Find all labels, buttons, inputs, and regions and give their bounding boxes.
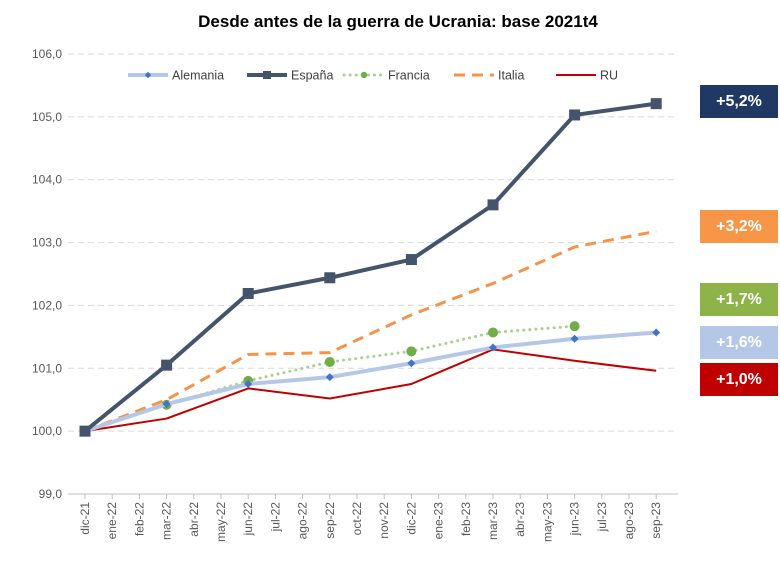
x-tick-label: abr-22	[187, 502, 201, 537]
data-point-españa	[487, 199, 499, 211]
axes: 99,0 100,0 101,0 102,0 103,0 104,0 105,0 106,0 d…	[32, 47, 678, 542]
data-point-españa	[324, 272, 336, 284]
data-point-alemania	[162, 400, 171, 409]
x-tick-label: jun-23	[568, 502, 582, 537]
x-tick-label: jun-22	[241, 502, 255, 537]
change-badge: +1,6%	[700, 326, 778, 359]
data-point-españa	[569, 109, 581, 121]
series-line-alemania	[84, 330, 657, 434]
data-point-francia	[488, 327, 498, 338]
legend: Alemania España Francia Italia RU	[128, 69, 618, 83]
x-tick-label: jul-22	[268, 502, 282, 533]
y-tick-label: 99,0	[39, 487, 63, 501]
gridlines	[68, 53, 678, 432]
series-layer	[79, 98, 662, 437]
legend-label: RU	[600, 69, 618, 83]
x-tick-label: feb-22	[132, 502, 146, 536]
data-point-españa	[79, 425, 91, 437]
series-line-ru	[84, 348, 657, 433]
legend-label: Francia	[388, 69, 430, 83]
y-tick-label: 103,0	[32, 236, 62, 250]
legend-marker	[263, 71, 271, 79]
legend-marker	[360, 71, 368, 79]
data-point-españa	[161, 359, 173, 371]
data-point-españa	[405, 254, 417, 266]
series-line-italia	[84, 229, 657, 433]
x-tick-label: jul-23	[595, 502, 609, 533]
x-tick-label: mar-22	[160, 502, 174, 540]
y-tick-label: 105,0	[32, 110, 62, 124]
data-point-españa	[650, 98, 662, 110]
y-tick-label: 100,0	[32, 424, 62, 438]
x-tick-label: dic-21	[78, 502, 92, 535]
legend-label: España	[291, 69, 333, 83]
change-badge: +1,7%	[700, 283, 778, 316]
x-tick-label: nov-22	[377, 502, 391, 539]
data-point-alemania	[244, 380, 253, 388]
series-line-españa	[83, 101, 657, 433]
x-tick-label: ago-22	[296, 502, 310, 540]
legend-marker	[144, 71, 152, 79]
data-point-alemania	[489, 343, 497, 352]
data-point-alemania	[570, 334, 579, 343]
change-badge: +3,2%	[700, 210, 778, 243]
y-tick-label: 102,0	[32, 298, 62, 312]
chart-title: Desde antes de la guerra de Ucrania: bas…	[198, 12, 598, 31]
y-tick-label: 104,0	[32, 173, 62, 187]
data-point-francia	[406, 346, 417, 357]
data-point-alemania	[407, 359, 416, 368]
x-tick-label: feb-23	[459, 502, 473, 536]
x-tick-label: abr-23	[513, 502, 527, 537]
y-tick-label: 106,0	[32, 47, 62, 61]
x-tick-label: ene-23	[432, 502, 446, 540]
data-point-francia	[324, 357, 335, 367]
x-tick-label: sep-22	[323, 502, 337, 539]
x-tick-label: ago-23	[622, 502, 636, 540]
x-tick-label: ene-22	[105, 502, 119, 540]
x-tick-label: mar-23	[486, 502, 500, 540]
data-point-alemania	[652, 328, 661, 337]
change-badge: +5,2%	[700, 85, 778, 118]
legend-label: Alemania	[172, 69, 224, 83]
x-tick-label: may-23	[540, 502, 554, 542]
data-point-francia	[569, 321, 580, 332]
data-point-españa	[242, 287, 254, 299]
y-tick-label: 101,0	[32, 361, 62, 375]
change-badge: +1,0%	[700, 363, 778, 396]
data-point-alemania	[325, 373, 334, 382]
legend-label: Italia	[498, 69, 524, 83]
x-tick-label: dic-22	[404, 502, 418, 535]
x-tick-label: sep-23	[649, 502, 663, 539]
x-tick-label: oct-22	[350, 502, 364, 536]
x-tick-label: may-22	[214, 502, 228, 542]
